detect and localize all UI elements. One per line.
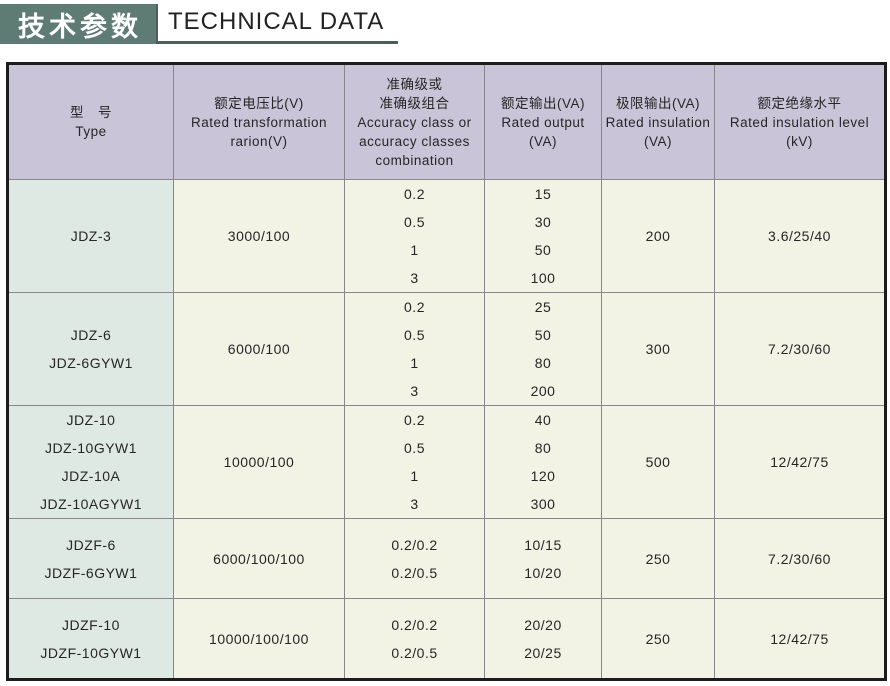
table-body: JDZ-3 3000/100 0.2 0.5 1 3 15 30 50 100 200 3.6/25/… (7, 179, 886, 680)
cell-limit_output: 300 (601, 292, 715, 406)
cell-insulation_level: 12/42/75 (714, 405, 886, 519)
cell-limit_output: 250 (601, 598, 715, 680)
cell-rated_output: 10/15 10/20 (484, 518, 602, 599)
cell-voltage_ratio: 6000/100 (173, 292, 345, 406)
cell-insulation_level: 7.2/30/60 (714, 518, 886, 599)
cell-accuracy: 0.2/0.2 0.2/0.5 (344, 598, 485, 680)
table-row: JDZ-10 JDZ-10GYW1 JDZ-10A JDZ-10AGYW1 10000/… (7, 405, 886, 519)
page-title-bar: 技术参数 TECHNICAL DATA (0, 4, 890, 44)
cell-rated_output: 20/20 20/25 (484, 598, 602, 680)
cell-type: JDZF-6 JDZF-6GYW1 (7, 518, 174, 599)
cell-accuracy: 0.2 0.5 1 3 (344, 292, 485, 406)
cell-insulation_level: 3.6/25/40 (714, 179, 886, 293)
page-title-cn-box: 技术参数 (0, 4, 156, 44)
cell-type: JDZ-3 (7, 179, 174, 293)
cell-rated_output: 25 50 80 200 (484, 292, 602, 406)
cell-voltage_ratio: 10000/100 (173, 405, 345, 519)
table-row: JDZ-6 JDZ-6GYW1 6000/100 0.2 0.5 1 3 25 50 80 200 3… (7, 292, 886, 406)
column-header-accuracy: 准确级或 准确级组合 Accuracy class or accuracy class… (344, 63, 485, 180)
table-row: JDZ-3 3000/100 0.2 0.5 1 3 15 30 50 100 200 3.6/25/… (7, 179, 886, 293)
cell-voltage_ratio: 6000/100/100 (173, 518, 345, 599)
cell-limit_output: 200 (601, 179, 715, 293)
page-title-en: TECHNICAL DATA (156, 4, 399, 44)
cell-limit_output: 500 (601, 405, 715, 519)
column-header-type: 型 号 Type (7, 63, 174, 180)
cell-insulation_level: 12/42/75 (714, 598, 886, 680)
cell-accuracy: 0.2/0.2 0.2/0.5 (344, 518, 485, 599)
cell-rated_output: 15 30 50 100 (484, 179, 602, 293)
cell-voltage_ratio: 10000/100/100 (173, 598, 345, 680)
cell-accuracy: 0.2 0.5 1 3 (344, 179, 485, 293)
column-header-rated_output: 额定输出(VA) Rated output (VA) (484, 63, 602, 180)
cell-insulation_level: 7.2/30/60 (714, 292, 886, 406)
header-row: 型 号 Type 额定电压比(V) Rated transformation rario… (7, 63, 886, 180)
table-row: JDZF-10 JDZF-10GYW1 10000/100/100 0.2/0.2 0.… (7, 598, 886, 680)
cell-accuracy: 0.2 0.5 1 3 (344, 405, 485, 519)
column-header-limit_output: 极限输出(VA) Rated insulation (VA) (601, 63, 715, 180)
column-header-insulation_level: 额定绝缘水平 Rated insulation level (kV) (714, 63, 886, 180)
cell-type: JDZ-6 JDZ-6GYW1 (7, 292, 174, 406)
table-header: 型 号 Type 额定电压比(V) Rated transformation rario… (7, 63, 886, 180)
page-title-cn: 技术参数 (18, 11, 142, 42)
cell-limit_output: 250 (601, 518, 715, 599)
technical-data-table: 型 号 Type 额定电压比(V) Rated transformation rario… (6, 62, 887, 681)
cell-voltage_ratio: 3000/100 (173, 179, 345, 293)
cell-type: JDZF-10 JDZF-10GYW1 (7, 598, 174, 680)
column-header-voltage_ratio: 额定电压比(V) Rated transformation rarion(V) (173, 63, 345, 180)
table-row: JDZF-6 JDZF-6GYW1 6000/100/100 0.2/0.2 0.2/0… (7, 518, 886, 599)
cell-type: JDZ-10 JDZ-10GYW1 JDZ-10A JDZ-10AGYW1 (7, 405, 174, 519)
cell-rated_output: 40 80 120 300 (484, 405, 602, 519)
